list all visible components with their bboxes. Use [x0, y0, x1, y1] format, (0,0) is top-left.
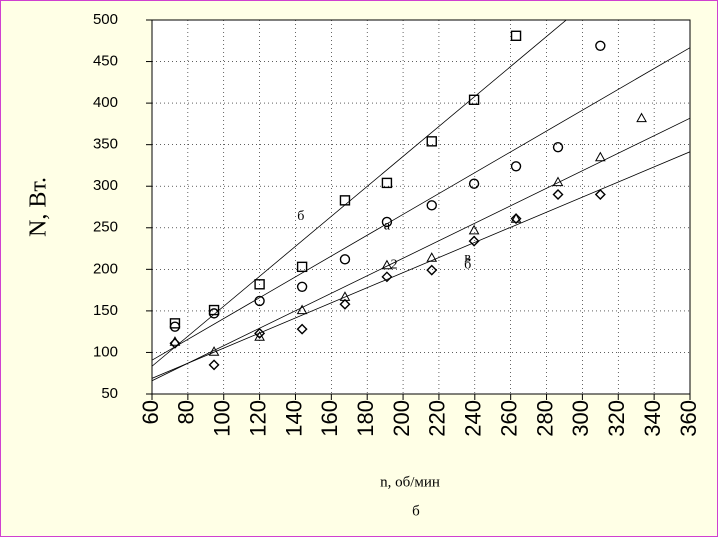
point: [254, 279, 265, 290]
y-tick-label: 150: [93, 302, 118, 319]
point: [426, 252, 438, 262]
y-tick-label: 200: [93, 260, 118, 277]
x-tick-label: 360: [676, 400, 701, 437]
fit-line: [152, 20, 567, 367]
y-tick-label: 300: [93, 177, 118, 194]
fit-line: [152, 117, 690, 382]
point: [339, 254, 351, 265]
point: [381, 216, 393, 228]
annotation: б: [464, 257, 471, 272]
point: [468, 178, 480, 189]
y-tick-label: 350: [93, 136, 118, 153]
x-tick-label: 220: [425, 400, 450, 437]
point: [381, 177, 393, 189]
y-tick-label: 400: [93, 94, 118, 111]
x-tick-label: 180: [353, 400, 378, 437]
point: [208, 308, 220, 319]
y-tick-label: 250: [93, 219, 118, 236]
point: [426, 200, 437, 211]
point: [510, 213, 522, 225]
x-tick-label: 60: [138, 400, 163, 424]
plot-area: [151, 19, 691, 395]
y-tick-label: 500: [93, 11, 118, 28]
point: [169, 321, 181, 332]
point: [552, 176, 564, 187]
point: [426, 136, 437, 147]
x-tick-label: 240: [461, 400, 486, 437]
point: [381, 271, 393, 283]
point: [381, 259, 393, 270]
annotation: б: [297, 209, 304, 224]
point: [510, 30, 522, 41]
point: [468, 94, 480, 105]
annotation: 2: [391, 257, 398, 272]
point: [510, 161, 522, 172]
y-tick-label: 50: [101, 385, 118, 402]
point: [468, 235, 480, 247]
x-tick-label: 140: [281, 400, 306, 437]
point: [296, 281, 308, 292]
point: [636, 112, 647, 123]
x-tick-label: 120: [245, 400, 270, 437]
point: [169, 318, 181, 329]
point: [426, 264, 438, 276]
x-tick-label: 340: [640, 400, 665, 437]
x-tick-label: 200: [389, 400, 414, 437]
point: [208, 304, 220, 316]
point: [339, 298, 351, 310]
point: [208, 359, 220, 371]
point: [339, 195, 351, 206]
point: [552, 189, 564, 201]
x-axis-label: n, об/мин: [380, 474, 440, 490]
point: [254, 295, 265, 307]
x-tick-label: 260: [496, 400, 521, 437]
annotation: а: [384, 218, 391, 233]
fit-line: [152, 47, 690, 361]
y-tick-label: 450: [93, 53, 118, 70]
x-tick-label: 100: [210, 400, 235, 437]
x-tick-label: 280: [532, 400, 557, 437]
caption: б: [412, 503, 420, 519]
point: [594, 189, 606, 201]
point: [296, 304, 308, 315]
point: [468, 224, 480, 235]
point: [594, 151, 606, 162]
x-tick-label: 320: [604, 400, 629, 437]
point: [169, 337, 181, 349]
point: [254, 327, 266, 339]
x-tick-label: 160: [317, 400, 342, 437]
annotation: в: [464, 251, 471, 266]
y-axis-label: N, Вт.: [26, 177, 52, 237]
x-tick-label: 300: [568, 400, 593, 437]
point: [552, 141, 564, 153]
point: [595, 40, 606, 51]
point: [296, 261, 308, 273]
x-tick-label: 80: [174, 400, 199, 424]
y-tick-label: 100: [93, 343, 118, 360]
point: [296, 323, 308, 335]
